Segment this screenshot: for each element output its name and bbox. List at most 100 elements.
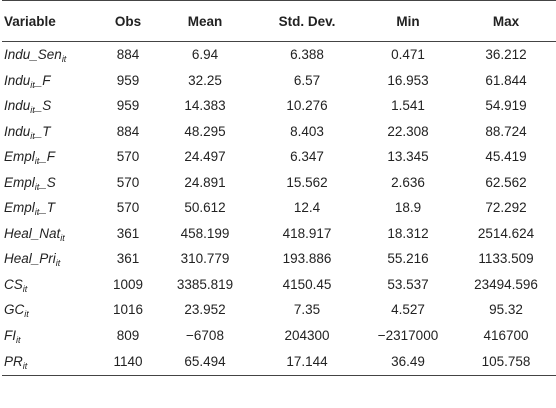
variable-name-main: GC: [4, 302, 25, 318]
variable-cell: Induit_T: [2, 119, 100, 145]
std-dev-cell: 15.562: [286, 174, 328, 190]
variable-name-subscript: it: [24, 309, 29, 320]
max-cell: 2514.624: [477, 225, 535, 241]
mean-cell: 48.295: [184, 123, 226, 139]
variable-cell: Emplit_F: [2, 144, 100, 170]
variable-name-subscript: it: [34, 181, 40, 192]
summary-statistics-table: Variable Obs Mean Std. Dev. Min Max Indu…: [2, 0, 556, 376]
table-row: Heal_Priit 361 310.779 193.886 55.216 1133.50…: [2, 246, 556, 272]
std-dev-cell: 193.886: [282, 251, 332, 267]
mean-cell: 14.383: [184, 98, 226, 114]
obs-cell: 570: [116, 149, 140, 165]
variable-name-main: CS: [4, 276, 23, 292]
variable-name: Emplit_F: [4, 149, 56, 167]
variable-name-main: PR: [4, 354, 23, 369]
max-cell: 416700: [483, 327, 529, 343]
variable-name-subscript: it: [16, 334, 21, 345]
mean-cell: 6.94: [191, 47, 219, 63]
std-dev-cell: 17.144: [254, 348, 360, 376]
variable-name-subscript: it: [55, 258, 61, 269]
header-min: Min: [360, 0, 456, 42]
mean-cell: 65.494: [156, 348, 254, 376]
mean-cell: 23.952: [184, 302, 226, 318]
obs-cell: 1140: [100, 348, 156, 376]
variable-name: Heal_Natit: [4, 226, 65, 243]
table-row: Induit_T 884 48.295 8.403 22.308 88.724: [2, 119, 556, 145]
min-cell: 22.308: [387, 123, 429, 139]
mean-cell: −6708: [186, 327, 224, 343]
table-row: Emplit_S 570 24.891 15.562 2.636 62.562: [2, 170, 556, 196]
std-dev-cell: 8.403: [290, 123, 324, 139]
min-cell: 1.541: [391, 98, 425, 114]
header-row: Variable Obs Mean Std. Dev. Min Max: [2, 0, 556, 42]
variable-cell: CSit: [2, 272, 100, 298]
variable-name-subscript: it: [60, 232, 65, 243]
min-cell: 16.953: [387, 72, 429, 88]
variable-name: CSit: [4, 276, 27, 294]
variable-name-subscript: it: [30, 105, 35, 116]
table-row: Induit_S 959 14.383 10.276 1.541 54.919: [2, 93, 556, 119]
variable-name: Emplit_S: [4, 174, 56, 192]
variable-name-main: Empl: [4, 174, 35, 190]
table-row: Induit_F 959 32.25 6.57 16.953 61.844: [2, 68, 556, 94]
obs-cell: 959: [116, 98, 140, 114]
variable-cell: GCit: [2, 297, 100, 323]
obs-cell: 361: [116, 225, 140, 241]
variable-name-main: FI: [4, 327, 16, 343]
variable-name-subscript: it: [30, 130, 35, 141]
variable-cell: PRit: [2, 348, 100, 376]
variable-name-main: Indu_Sen: [4, 47, 62, 63]
std-dev-cell: 12.4: [293, 200, 321, 216]
variable-name-subscript: it: [61, 54, 67, 65]
table-row: Indu_Senit 884 6.94 6.388 0.471 36.212: [2, 42, 556, 68]
variable-name: Induit_T: [4, 123, 51, 141]
variable-cell: Induit_F: [2, 68, 100, 94]
variable-name-subscript: it: [30, 79, 35, 90]
max-cell: 95.32: [489, 302, 523, 318]
mean-cell: 310.779: [180, 251, 230, 267]
variable-name-main: Heal_Pri: [4, 251, 56, 267]
mean-cell: 50.612: [184, 200, 226, 216]
obs-cell: 1009: [112, 276, 144, 292]
min-cell: 18.312: [387, 225, 429, 241]
min-cell: −2317000: [377, 327, 439, 343]
header-max: Max: [456, 0, 556, 42]
header-mean: Mean: [156, 0, 254, 42]
variable-name: PRit: [4, 354, 27, 371]
variable-name: Emplit_T: [4, 200, 55, 217]
min-cell: 4.527: [391, 302, 425, 318]
obs-cell: 1016: [112, 302, 144, 318]
variable-name-main: Indu: [4, 72, 31, 88]
header-variable: Variable: [2, 0, 100, 42]
variable-name-main: Empl: [4, 149, 35, 165]
max-cell: 105.758: [456, 348, 556, 376]
table-row: Emplit_F 570 24.497 6.347 13.345 45.419: [2, 144, 556, 170]
max-cell: 1133.509: [478, 251, 534, 267]
max-cell: 88.724: [485, 123, 527, 139]
header-obs: Obs: [100, 0, 156, 42]
table-body: Indu_Senit 884 6.94 6.388 0.471 36.212 Induit_…: [2, 42, 556, 376]
min-cell: 18.9: [394, 200, 422, 216]
variable-name: GCit: [4, 302, 29, 320]
mean-cell: 32.25: [188, 72, 222, 88]
variable-name-main: Empl: [4, 200, 35, 216]
min-cell: 13.345: [387, 149, 429, 165]
variable-name-subscript: it: [34, 156, 40, 167]
min-cell: 0.471: [391, 47, 425, 63]
std-dev-cell: 10.276: [286, 98, 328, 114]
obs-cell: 959: [116, 72, 140, 88]
variable-name-suffix: _F: [39, 149, 56, 165]
obs-cell: 570: [116, 174, 140, 190]
variable-cell: Emplit_S: [2, 170, 100, 196]
max-cell: 62.562: [485, 174, 527, 190]
mean-cell: 458.199: [180, 225, 230, 241]
min-cell: 53.537: [387, 276, 429, 292]
variable-name-main: Indu: [4, 123, 31, 139]
variable-cell: Induit_S: [2, 93, 100, 119]
variable-name-main: Indu: [4, 98, 31, 114]
table-row: Heal_Natit 361 458.199 418.917 18.312 2514.62…: [2, 221, 556, 247]
mean-cell: 24.891: [184, 174, 226, 190]
mean-cell: 3385.819: [176, 276, 234, 292]
variable-name: Induit_S: [4, 98, 51, 116]
table-row: FIit 809 −6708 204300 −2317000 416700: [2, 323, 556, 349]
